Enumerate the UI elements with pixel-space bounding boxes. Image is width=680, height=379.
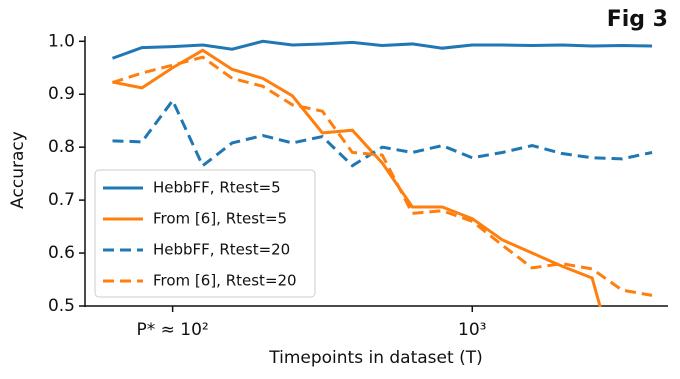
legend-label: From [6], Rtest=20 <box>153 272 297 290</box>
legend-label: HebbFF, Rtest=20 <box>153 241 290 259</box>
y-tick-label: 0.9 <box>48 84 75 104</box>
series-line <box>111 39 653 60</box>
y-tick-label: 0.7 <box>48 190 75 210</box>
series-line <box>112 48 602 307</box>
legend-box <box>94 169 316 298</box>
y-tick-label: 0.5 <box>48 296 75 316</box>
y-tick-label: 0.8 <box>48 137 75 157</box>
x-axis-title: Timepoints in dataset (T) <box>268 348 482 368</box>
x-tick-label: P* ≈ 10² <box>136 320 208 340</box>
legend-label: From [6], Rtest=5 <box>153 210 287 228</box>
y-tick-label: 1.0 <box>48 31 75 51</box>
series-line <box>112 55 653 297</box>
y-axis-title: Accuracy <box>8 131 28 209</box>
x-tick-label: 10³ <box>458 320 486 340</box>
series-line <box>112 97 653 169</box>
y-tick-label: 0.6 <box>48 243 75 263</box>
legend-label: HebbFF, Rtest=5 <box>153 179 281 197</box>
figure-label: Fig 3 <box>607 7 668 32</box>
plot-area <box>111 39 653 307</box>
